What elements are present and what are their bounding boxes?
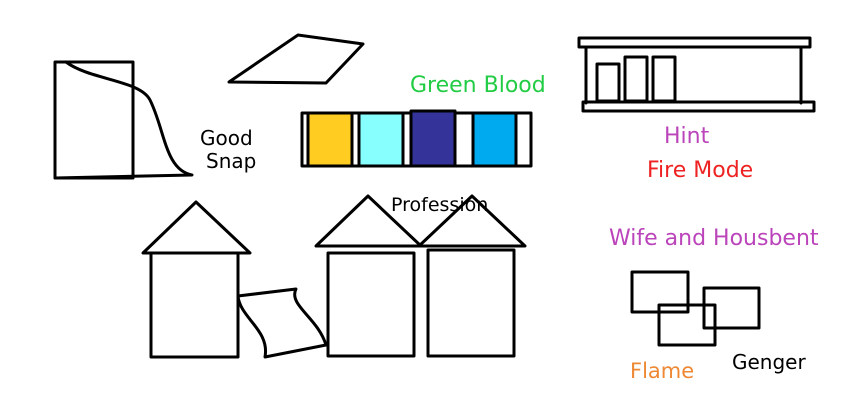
color-swatch-strip: [300, 109, 533, 168]
hint-label: Hint: [664, 124, 710, 149]
good-snap-line2: Snap: [206, 149, 257, 173]
good-snap-label: Good Snap: [200, 127, 256, 173]
genger-label: Genger: [732, 350, 806, 374]
profession-label: Profession: [391, 194, 489, 216]
swatch-yellow: [306, 111, 354, 168]
house-center: [314, 194, 423, 358]
curled-paper-shape: [53, 60, 194, 180]
green-blood-label: Green Blood: [410, 73, 546, 98]
swatch-cyan: [357, 111, 405, 168]
overlapping-rectangles: [630, 270, 761, 347]
house-left: [141, 200, 252, 359]
flame-label: Flame: [630, 359, 695, 383]
good-snap-line1: Good: [200, 126, 253, 150]
wife-and-housbent-label: Wife and Housbent: [609, 226, 819, 251]
house-right: [417, 194, 527, 358]
fire-mode-label: Fire Mode: [647, 158, 754, 183]
parallelogram-shape: [227, 33, 365, 85]
shelf-shape: [577, 36, 816, 113]
swatch-navy: [409, 109, 457, 168]
swatch-blue: [471, 111, 518, 168]
wavy-banner-shape: [236, 287, 328, 359]
